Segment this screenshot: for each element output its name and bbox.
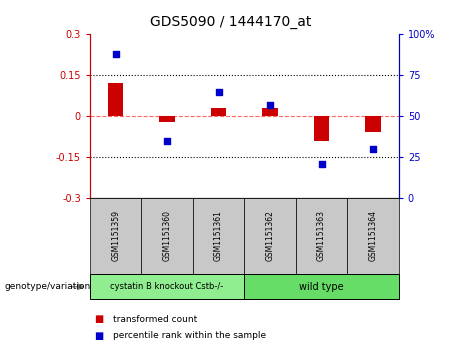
Point xyxy=(318,160,325,166)
Bar xyxy=(211,108,226,116)
Text: cystatin B knockout Cstb-/-: cystatin B knockout Cstb-/- xyxy=(111,282,224,291)
Text: GSM1151359: GSM1151359 xyxy=(111,211,120,261)
Text: GSM1151363: GSM1151363 xyxy=(317,211,326,261)
Point xyxy=(112,51,119,57)
Text: ■: ■ xyxy=(95,314,104,325)
Bar xyxy=(108,83,124,116)
Bar xyxy=(314,116,329,141)
Text: GSM1151361: GSM1151361 xyxy=(214,211,223,261)
Text: transformed count: transformed count xyxy=(113,315,197,324)
Bar xyxy=(262,108,278,116)
Text: wild type: wild type xyxy=(299,282,344,292)
Point xyxy=(266,102,274,107)
Text: GDS5090 / 1444170_at: GDS5090 / 1444170_at xyxy=(150,15,311,29)
Point xyxy=(215,89,222,95)
Text: GSM1151364: GSM1151364 xyxy=(368,211,378,261)
Bar xyxy=(160,116,175,122)
Point xyxy=(163,138,171,144)
Text: percentile rank within the sample: percentile rank within the sample xyxy=(113,331,266,340)
Text: genotype/variation: genotype/variation xyxy=(5,282,91,291)
Text: GSM1151362: GSM1151362 xyxy=(266,211,275,261)
Point xyxy=(369,146,377,152)
Text: GSM1151360: GSM1151360 xyxy=(163,211,171,261)
Bar xyxy=(365,116,381,132)
Text: ■: ■ xyxy=(95,331,104,341)
